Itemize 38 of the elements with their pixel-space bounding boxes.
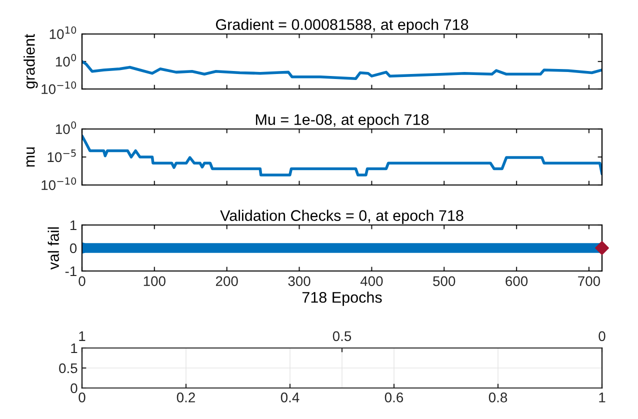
chart-title: Gradient = 0.00081588, at epoch 718 (216, 18, 468, 34)
x-tick-label: 0 (78, 392, 86, 402)
y-tick-label: 10$^{0}$ (56, 54, 76, 67)
chart-title: Validation Checks = 0, at epoch 718 (220, 210, 464, 224)
y-axis-title: gradient (24, 34, 38, 88)
line-series (82, 60, 602, 80)
y-tick-label: -1 (65, 266, 76, 276)
y-tick-label: 10$^{−5}$ (48, 150, 76, 162)
y-tick-label: 0.5 (59, 363, 78, 374)
x2-tick-label: 1 (79, 331, 86, 341)
x-tick-label: 400 (360, 276, 383, 286)
x-axis-title: 718 Epochs (302, 292, 382, 306)
chart-title: Mu = 1e-08, at epoch 718 (256, 114, 429, 128)
x-tick-label: 0.8 (488, 392, 508, 402)
y-tick-label: 10$^{−10}$ (42, 177, 76, 190)
x-tick-label: 200 (216, 276, 238, 286)
y-tick-label: 0 (70, 383, 78, 394)
x-tick-label: 600 (506, 276, 528, 286)
y-tick-label: 10$^{−10}$ (42, 81, 76, 94)
x-tick-label: 100 (144, 276, 166, 286)
x-tick-label: 1 (599, 392, 606, 402)
y-axis-title: val fail (48, 227, 59, 270)
x-tick-label: 0.6 (384, 392, 404, 402)
x-tick-label: 700 (578, 276, 600, 286)
x-tick-label: 0.2 (176, 392, 195, 402)
x2-tick-label: 0.5 (332, 331, 352, 342)
y-tick-label: 10$^{0}$ (56, 121, 76, 134)
x2-tick-label: 0 (598, 331, 606, 342)
y-tick-label: 0 (70, 243, 77, 254)
y-axis-title: mu (26, 147, 35, 167)
y-tick-label: 1 (70, 220, 76, 230)
y-tick-label: 1 (71, 343, 78, 354)
x-tick-label: 0 (78, 276, 86, 286)
x-tick-label: 500 (433, 276, 456, 286)
y-tick-label: 10$^{10}$ (50, 26, 76, 40)
x-tick-label: 300 (288, 276, 310, 286)
x-tick-label: 0.4 (280, 392, 300, 402)
line-series (82, 134, 602, 176)
